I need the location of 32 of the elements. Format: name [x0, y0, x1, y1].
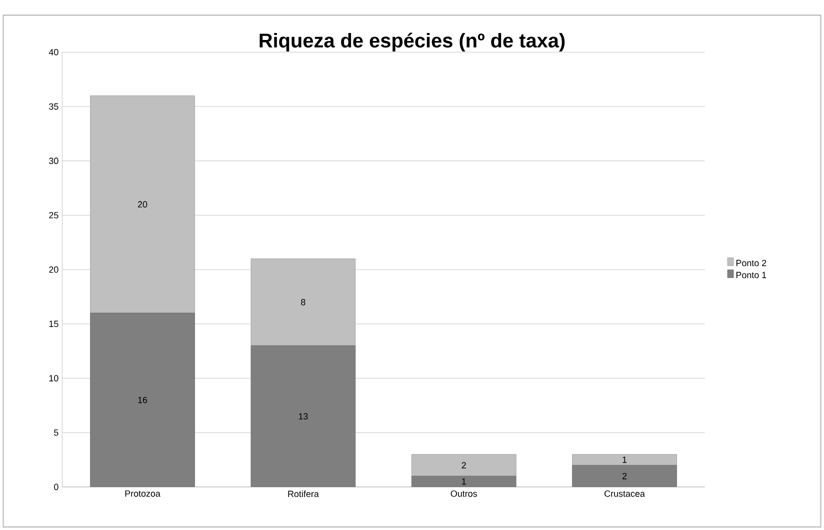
data-label: 8 — [301, 298, 306, 306]
data-label: 2 — [622, 472, 627, 480]
y-tick-label: 35 — [49, 103, 58, 110]
bar — [90, 312, 195, 487]
y-tick-label: 40 — [48, 48, 58, 56]
bar — [572, 464, 677, 487]
data-label: 20 — [138, 201, 148, 208]
bar — [250, 345, 356, 487]
data-label: 16 — [138, 396, 148, 404]
y-tick-label: 20 — [49, 266, 58, 273]
x-tick-label: Rotifera — [288, 490, 319, 497]
data-label: 1 — [622, 456, 627, 463]
y-tick-label: 25 — [49, 212, 58, 218]
bar — [90, 95, 195, 314]
x-tick-label: Protozoa — [125, 490, 160, 497]
bar — [411, 454, 516, 476]
legend-label: Ponto 1 — [736, 272, 766, 278]
y-tick-label: 30 — [49, 158, 58, 164]
y-tick-label: 5 — [54, 429, 58, 436]
data-label: 1 — [462, 478, 466, 485]
chart-title: Riqueza de espécies (nº de taxa) — [260, 32, 565, 52]
data-label: 2 — [462, 462, 466, 468]
data-label: 13 — [298, 413, 308, 420]
bar — [250, 258, 356, 346]
y-tick-label: 10 — [49, 375, 58, 382]
legend-label: Ponto 2 — [736, 260, 766, 266]
y-tick-label: 0 — [54, 484, 58, 490]
y-tick-label: 15 — [49, 320, 58, 327]
x-tick-label: Outros — [450, 490, 477, 497]
bar — [412, 476, 516, 487]
x-tick-label: Crustacea — [604, 490, 645, 497]
bar — [572, 454, 677, 466]
